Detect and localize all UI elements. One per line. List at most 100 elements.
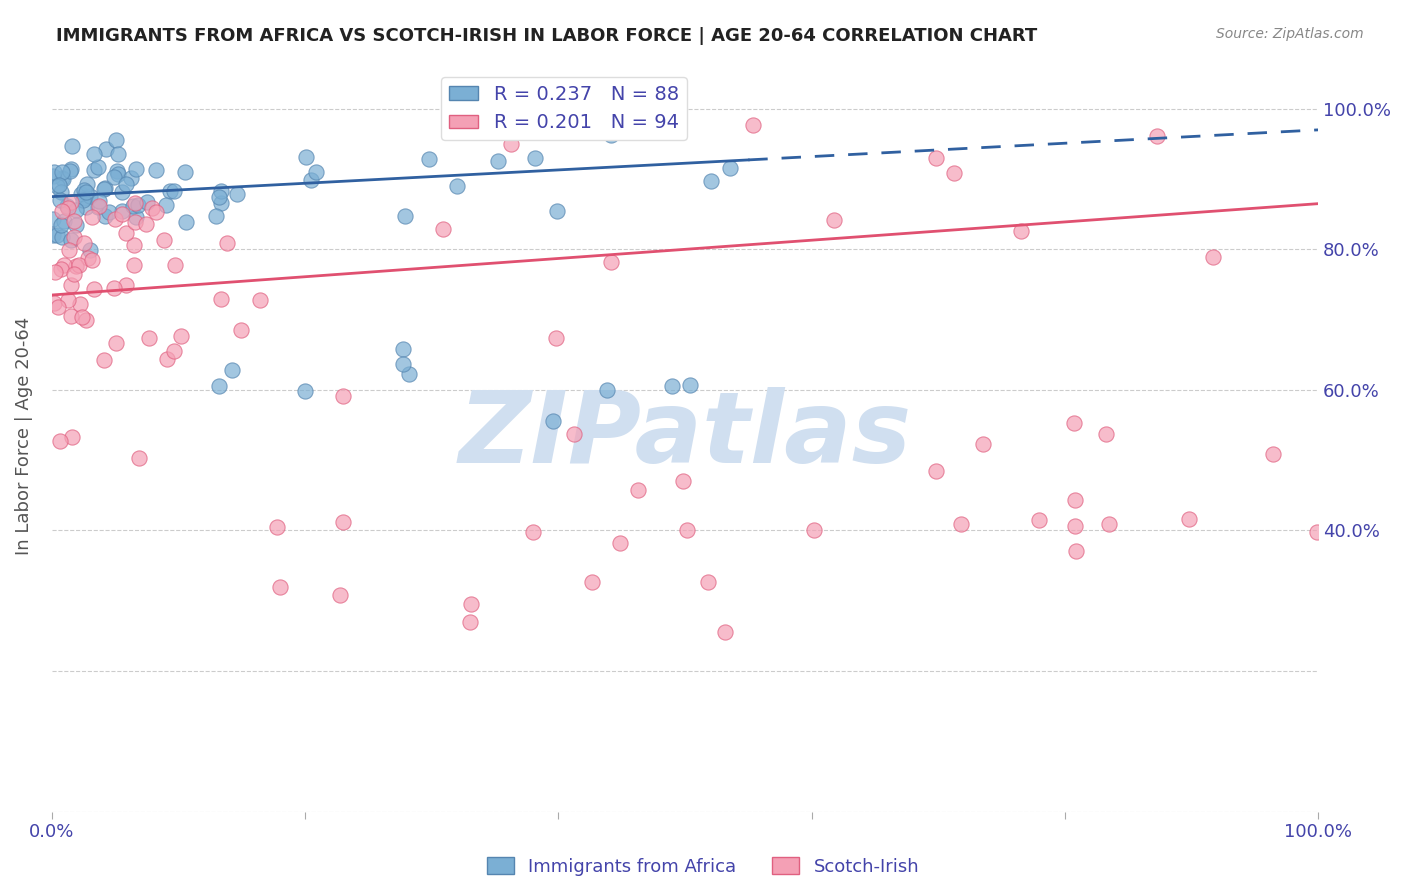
Point: [63, 267, 86, 281]
Point: [63, 214, 86, 228]
Point: [115, 226, 138, 240]
Point: [124, 195, 146, 210]
Point: [1094, 426, 1116, 441]
Point: [1064, 543, 1087, 558]
Point: [122, 199, 145, 213]
Point: [1063, 416, 1085, 430]
Point: [418, 152, 440, 166]
Point: [329, 588, 352, 602]
Point: [562, 426, 585, 441]
Point: [48, 178, 70, 192]
Point: [170, 329, 193, 343]
Point: [661, 378, 683, 392]
Point: [75, 185, 97, 199]
Point: [163, 343, 186, 358]
Point: [392, 342, 415, 356]
Point: [58, 201, 80, 215]
Point: [159, 184, 181, 198]
Point: [217, 235, 239, 250]
Point: [107, 147, 129, 161]
Point: [231, 323, 253, 337]
Point: [1202, 250, 1225, 264]
Point: [209, 293, 232, 307]
Point: [294, 384, 316, 398]
Point: [208, 190, 231, 204]
Point: [1010, 224, 1032, 238]
Point: [1263, 447, 1285, 461]
Point: [86, 161, 108, 175]
Point: [1178, 511, 1201, 525]
Point: [942, 165, 965, 179]
Point: [522, 524, 544, 539]
Point: [73, 182, 96, 196]
Point: [697, 575, 720, 590]
Point: [60, 277, 83, 292]
Point: [51, 262, 73, 277]
Point: [77, 251, 100, 265]
Point: [70, 187, 93, 202]
Point: [125, 162, 148, 177]
Legend: R = 0.237   N = 88, R = 0.201   N = 94: R = 0.237 N = 88, R = 0.201 N = 94: [441, 77, 686, 140]
Point: [295, 151, 318, 165]
Point: [42, 169, 65, 184]
Point: [79, 188, 101, 202]
Point: [98, 205, 121, 219]
Point: [546, 204, 568, 219]
Point: [44, 165, 66, 179]
Point: [45, 227, 67, 242]
Point: [65, 219, 87, 233]
Point: [86, 200, 108, 214]
Point: [718, 161, 741, 176]
Point: [153, 233, 176, 247]
Point: [76, 177, 98, 191]
Point: [115, 278, 138, 293]
Point: [62, 229, 84, 244]
Point: [83, 162, 105, 177]
Point: [676, 523, 699, 537]
Point: [1028, 513, 1050, 527]
Point: [823, 213, 845, 227]
Point: [49, 218, 72, 232]
Point: [93, 353, 115, 368]
Point: [105, 163, 128, 178]
Point: [950, 516, 973, 531]
Point: [398, 368, 420, 382]
Point: [972, 437, 994, 451]
Point: [49, 193, 72, 207]
Point: [124, 214, 146, 228]
Point: [299, 173, 322, 187]
Point: [209, 196, 232, 211]
Point: [115, 177, 138, 191]
Point: [221, 363, 243, 377]
Point: [103, 169, 125, 184]
Point: [93, 182, 115, 196]
Point: [59, 164, 82, 178]
Point: [174, 215, 197, 229]
Text: ZIPatlas: ZIPatlas: [458, 387, 911, 484]
Point: [523, 151, 546, 165]
Point: [51, 165, 73, 179]
Point: [103, 211, 125, 226]
Point: [44, 265, 66, 279]
Point: [83, 282, 105, 296]
Point: [65, 259, 87, 273]
Point: [595, 383, 617, 397]
Point: [672, 474, 695, 488]
Point: [60, 430, 83, 444]
Point: [269, 580, 291, 594]
Point: [53, 214, 76, 228]
Point: [46, 178, 69, 193]
Point: [1146, 129, 1168, 144]
Point: [52, 172, 75, 186]
Point: [104, 133, 127, 147]
Point: [82, 252, 104, 267]
Point: [249, 293, 271, 307]
Legend: Immigrants from Africa, Scotch-Irish: Immigrants from Africa, Scotch-Irish: [479, 850, 927, 883]
Point: [145, 204, 167, 219]
Point: [56, 199, 79, 213]
Point: [544, 331, 567, 345]
Point: [446, 179, 468, 194]
Point: [51, 186, 73, 200]
Point: [209, 184, 232, 198]
Point: [94, 181, 117, 195]
